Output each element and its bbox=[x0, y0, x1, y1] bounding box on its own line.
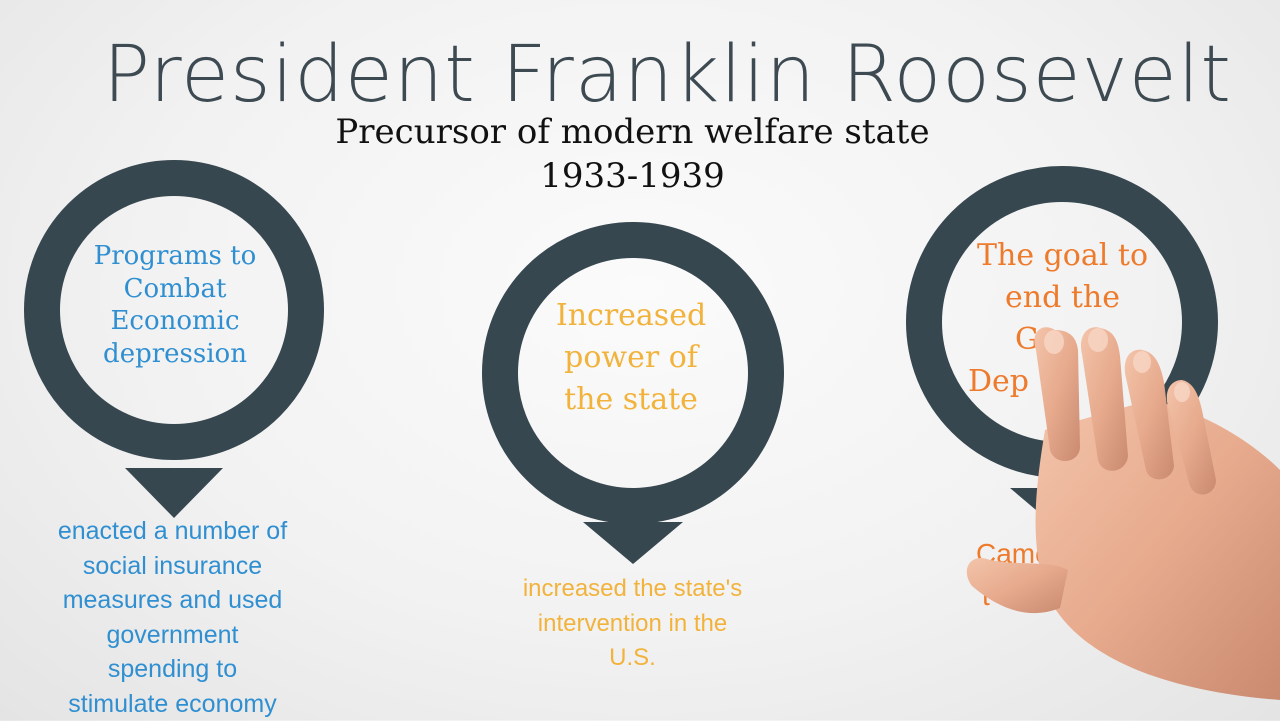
circle-2-description-line: intervention in the bbox=[480, 607, 785, 642]
circle-2-pointer bbox=[583, 522, 683, 564]
circle-1-pointer bbox=[125, 468, 223, 518]
circle-2-heading-line: power of bbox=[515, 337, 747, 379]
circle-1-heading-line: depression bbox=[60, 338, 290, 371]
circle-3-heading-line: The goal to bbox=[950, 235, 1175, 277]
circle-1-description: enacted a number of social insurance mea… bbox=[20, 514, 325, 721]
circle-2-description-line: increased the state's bbox=[480, 572, 785, 607]
circle-1-description-line: measures and used bbox=[20, 583, 325, 618]
circle-1-description-line: spending to bbox=[20, 652, 325, 687]
circle-1-heading-line: Combat bbox=[60, 273, 290, 306]
hand-image bbox=[950, 290, 1280, 720]
circle-1-description-line: enacted a number of bbox=[20, 514, 325, 549]
circle-2-heading-line: the state bbox=[515, 379, 747, 421]
circle-2-description: increased the state's intervention in th… bbox=[480, 572, 785, 676]
circle-2-heading: Increased power of the state bbox=[515, 295, 747, 421]
circle-1-description-line: social insurance bbox=[20, 549, 325, 584]
circle-1-description-line: stimulate economy bbox=[20, 687, 325, 721]
circle-2-heading-line: Increased bbox=[515, 295, 747, 337]
circle-1-heading-line: Economic bbox=[60, 305, 290, 338]
page-title: President Franklin Roosevelt bbox=[0, 30, 1280, 120]
circle-1-heading-line: Programs to bbox=[60, 240, 290, 273]
circle-1-description-line: government bbox=[20, 618, 325, 653]
circle-2-description-line: U.S. bbox=[480, 641, 785, 676]
circle-1-heading: Programs to Combat Economic depression bbox=[60, 240, 290, 370]
page-subtitle: Precursor of modern welfare state bbox=[0, 112, 1265, 152]
